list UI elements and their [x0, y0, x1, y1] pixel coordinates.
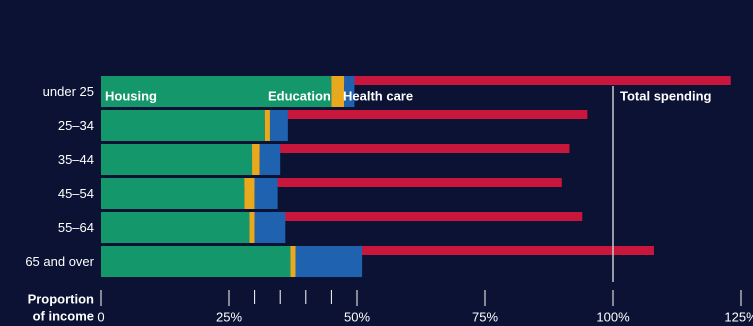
bar-segment	[331, 76, 345, 107]
bar-segment	[101, 212, 250, 243]
category-label: 55–64	[58, 220, 94, 235]
bar-segment	[101, 178, 245, 209]
x-tick-label: 100%	[596, 309, 630, 324]
bar-segment	[344, 76, 355, 107]
x-tick-label: 50%	[344, 309, 370, 324]
series-label: Housing	[105, 88, 157, 103]
bar-segment	[244, 178, 255, 209]
x-axis-label: Proportion	[28, 291, 94, 306]
series-label: Education	[268, 88, 331, 103]
category-label: 25–34	[58, 118, 94, 133]
bar-segment	[290, 246, 296, 277]
category-label: 35–44	[58, 152, 94, 167]
category-label: 45–54	[58, 186, 94, 201]
bar-segment	[295, 246, 363, 277]
bar-segment	[101, 110, 265, 141]
total-bar	[101, 246, 654, 255]
x-tick-label: 125%	[724, 309, 753, 324]
bar-segment	[269, 110, 288, 141]
bar-segment	[252, 144, 260, 175]
series-label: Total spending	[620, 88, 712, 103]
total-bar	[101, 110, 588, 119]
category-label: 65 and over	[25, 254, 94, 269]
bar-segment	[254, 178, 278, 209]
total-bar	[101, 76, 731, 85]
bar-segment	[101, 144, 253, 175]
category-label: under 25	[43, 84, 94, 99]
bar-segment	[259, 144, 281, 175]
total-bar	[101, 178, 562, 187]
bar-segment	[101, 246, 291, 277]
x-tick-label: 75%	[472, 309, 498, 324]
series-label: Health care	[343, 88, 413, 103]
x-tick-label: 0	[97, 309, 104, 324]
total-bar	[101, 212, 583, 221]
bar-segment	[254, 212, 286, 243]
bar-segment	[249, 212, 255, 243]
x-axis-label: of income	[33, 308, 94, 323]
bar-segment	[101, 76, 332, 107]
bar-segment	[264, 110, 270, 141]
x-tick-label: 25%	[216, 309, 242, 324]
total-bar	[101, 144, 570, 153]
